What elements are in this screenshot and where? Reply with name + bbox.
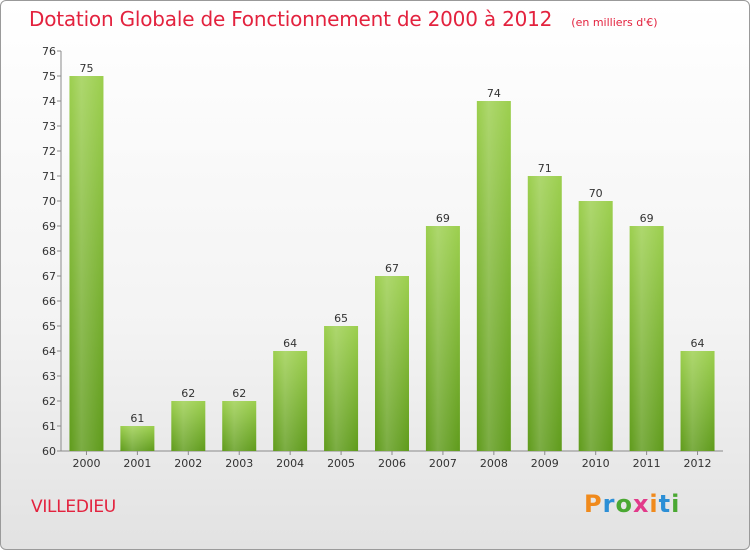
y-tick-label: 68 bbox=[42, 245, 56, 258]
bar-value-label: 64 bbox=[691, 337, 705, 350]
y-tick-label: 69 bbox=[42, 220, 56, 233]
x-tick-label: 2009 bbox=[531, 457, 559, 470]
place-name: VILLEDIEU bbox=[31, 497, 116, 517]
y-tick-label: 64 bbox=[42, 345, 56, 358]
bar-highlight bbox=[375, 276, 409, 451]
bar-highlight bbox=[476, 101, 511, 451]
y-tick-label: 65 bbox=[42, 320, 56, 333]
bar-value-label: 62 bbox=[232, 387, 246, 400]
bar-value-label: 67 bbox=[385, 262, 399, 275]
bar-highlight bbox=[527, 176, 562, 451]
x-tick-label: 2004 bbox=[276, 457, 304, 470]
x-tick-label: 2012 bbox=[684, 457, 712, 470]
bar-highlight bbox=[629, 226, 664, 451]
bar-value-label: 71 bbox=[538, 162, 552, 175]
y-tick-label: 76 bbox=[42, 45, 56, 58]
y-tick-label: 66 bbox=[42, 295, 56, 308]
chart-title: Dotation Globale de Fonctionnement de 20… bbox=[29, 7, 553, 31]
bar-value-label: 61 bbox=[130, 412, 144, 425]
bar-highlight bbox=[680, 351, 715, 451]
bar-value-label: 64 bbox=[283, 337, 297, 350]
y-tick-label: 63 bbox=[42, 370, 56, 383]
y-tick-label: 60 bbox=[42, 445, 56, 458]
bar-highlight bbox=[69, 76, 104, 451]
bar-value-label: 70 bbox=[589, 187, 603, 200]
title-row: Dotation Globale de Fonctionnement de 20… bbox=[29, 7, 658, 31]
proxiti-logo: Proxiti bbox=[584, 490, 681, 518]
bar-highlight bbox=[171, 401, 206, 451]
y-tick-label: 71 bbox=[42, 170, 56, 183]
bar-value-label: 74 bbox=[487, 87, 501, 100]
bar-value-label: 75 bbox=[79, 62, 93, 75]
bar-highlight bbox=[425, 226, 460, 451]
x-tick-label: 2000 bbox=[72, 457, 100, 470]
x-tick-label: 2002 bbox=[174, 457, 202, 470]
x-tick-label: 2008 bbox=[480, 457, 508, 470]
y-tick-label: 62 bbox=[42, 395, 56, 408]
bar-highlight bbox=[222, 401, 257, 451]
bar-highlight bbox=[273, 351, 308, 451]
x-tick-label: 2006 bbox=[378, 457, 406, 470]
x-tick-label: 2007 bbox=[429, 457, 457, 470]
y-tick-label: 67 bbox=[42, 270, 56, 283]
bar-highlight bbox=[120, 426, 155, 451]
chart-subtitle: (en milliers d'€) bbox=[571, 16, 658, 29]
x-tick-label: 2003 bbox=[225, 457, 253, 470]
bar-value-label: 69 bbox=[640, 212, 654, 225]
y-tick-label: 75 bbox=[42, 70, 56, 83]
bar-highlight bbox=[578, 201, 613, 451]
x-tick-label: 2011 bbox=[633, 457, 661, 470]
x-tick-label: 2010 bbox=[582, 457, 610, 470]
y-tick-label: 74 bbox=[42, 95, 56, 108]
bar-value-label: 62 bbox=[181, 387, 195, 400]
bar-value-label: 65 bbox=[334, 312, 348, 325]
x-tick-label: 2005 bbox=[327, 457, 355, 470]
y-tick-label: 73 bbox=[42, 120, 56, 133]
bar-highlight bbox=[324, 326, 359, 451]
y-tick-label: 70 bbox=[42, 195, 56, 208]
x-tick-label: 2001 bbox=[123, 457, 151, 470]
y-tick-label: 61 bbox=[42, 420, 56, 433]
y-tick-label: 72 bbox=[42, 145, 56, 158]
bar-value-label: 69 bbox=[436, 212, 450, 225]
